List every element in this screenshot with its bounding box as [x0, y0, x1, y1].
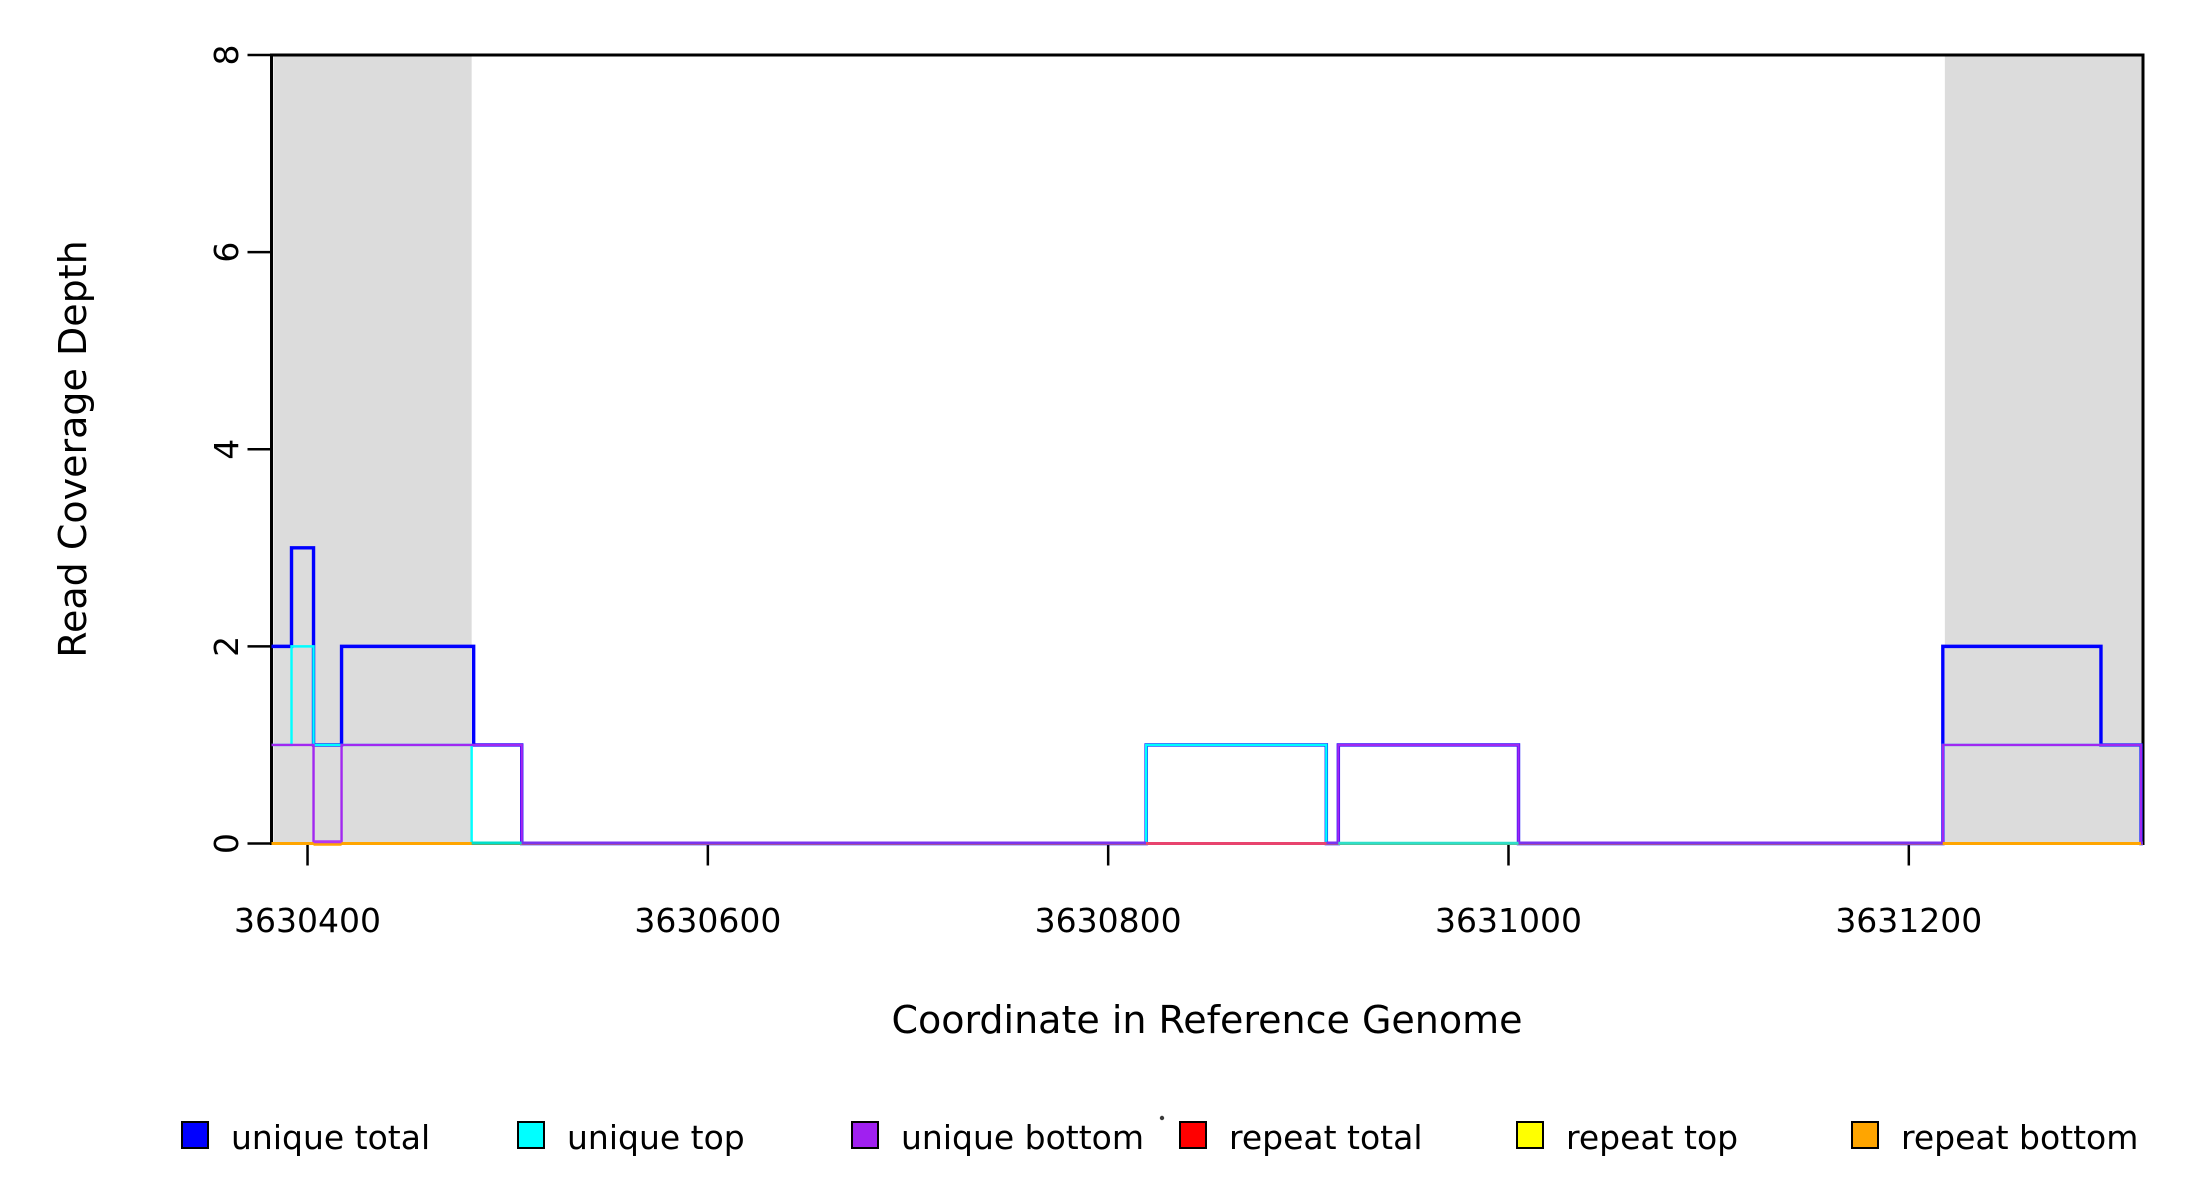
legend-label: repeat top [1566, 1118, 1738, 1157]
legend-item: unique top [517, 1118, 745, 1157]
legend-label: unique top [567, 1118, 745, 1157]
y-tick-label: 4 [207, 439, 246, 460]
plot-border [270, 53, 2145, 845]
legend-swatch-unique-bottom [851, 1121, 879, 1149]
legend-swatch-repeat-total [1179, 1121, 1207, 1149]
x-tick-label: 3631000 [1435, 901, 1582, 940]
legend-swatch-repeat-top [1516, 1121, 1544, 1149]
x-axis-label: Coordinate in Reference Genome [891, 998, 1522, 1042]
x-tick-label: 3630800 [1035, 901, 1182, 940]
legend-swatch-repeat-bottom [1851, 1121, 1879, 1149]
y-tick-label: 2 [207, 636, 246, 657]
legend-item: unique bottom [851, 1118, 1144, 1157]
legend-item: repeat top [1516, 1118, 1738, 1157]
legend-label: unique total [231, 1118, 430, 1157]
repeat-region-right [1944, 56, 2143, 844]
stray-dot [1159, 1115, 1165, 1121]
x-tick-label: 3631200 [1835, 901, 1982, 940]
legend-item: unique total [181, 1118, 430, 1157]
series-unique-top [271, 645, 2143, 845]
legend: unique total unique top unique bottom re… [181, 1118, 2138, 1157]
y-tick-label: 6 [207, 242, 246, 263]
legend-item: repeat total [1179, 1118, 1423, 1157]
series-unique-total [271, 546, 2143, 846]
y-tick-label: 0 [207, 833, 246, 854]
y-axis-label: Read Coverage Depth [51, 240, 95, 657]
legend-label: unique bottom [901, 1118, 1144, 1157]
repeat-region-left [273, 56, 472, 844]
x-tick-label: 3630400 [234, 901, 381, 940]
legend-label: repeat total [1229, 1118, 1423, 1157]
series-unique-bottom [271, 743, 2143, 845]
y-tick-label: 8 [207, 45, 246, 66]
legend-item: repeat bottom [1851, 1118, 2138, 1157]
legend-swatch-unique-total [181, 1121, 209, 1149]
x-tick-label: 3630600 [634, 901, 781, 940]
legend-label: repeat bottom [1901, 1118, 2138, 1157]
plot-area: 3630400 3630600 3630800 3631000 3631200 0 2 4 6 8 [207, 45, 2145, 940]
legend-swatch-unique-top [517, 1121, 545, 1149]
